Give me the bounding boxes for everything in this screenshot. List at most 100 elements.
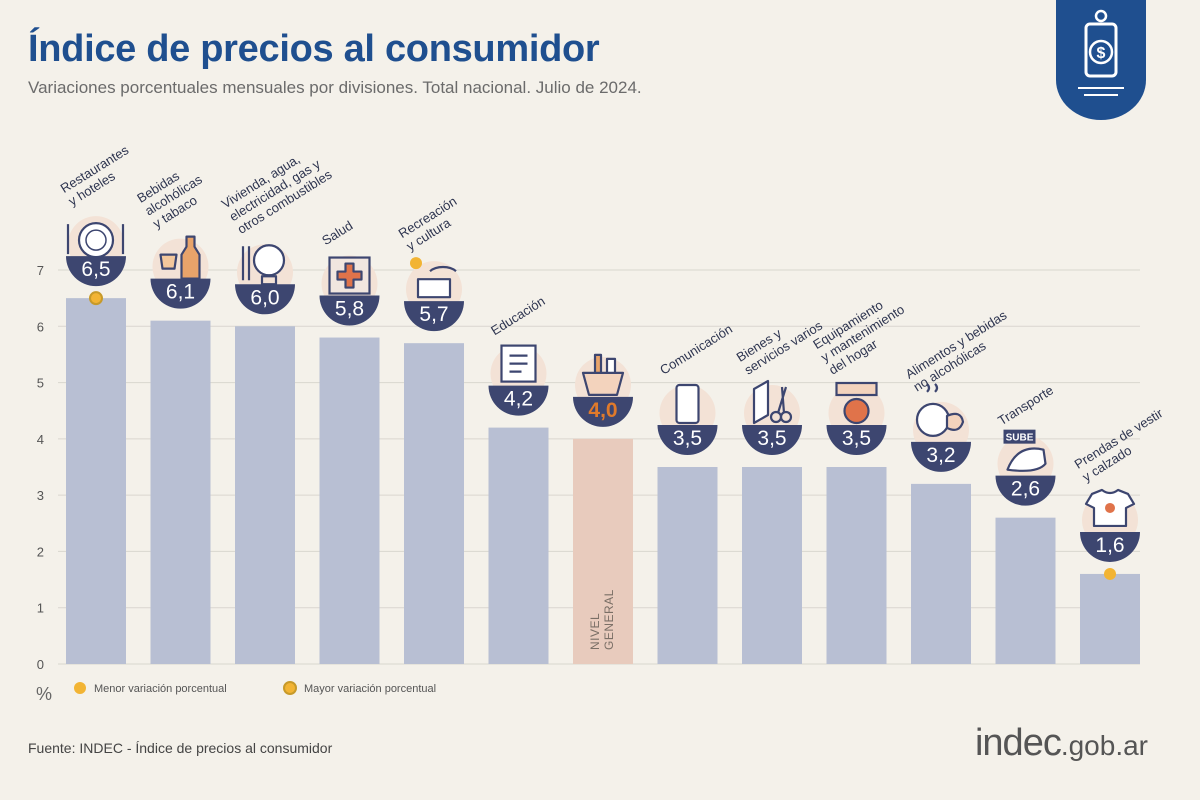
value-bubble: 5,7	[404, 257, 464, 332]
y-tick-label: 1	[37, 601, 44, 616]
min-marker	[1104, 567, 1116, 580]
bar	[911, 483, 971, 664]
ticket-icon	[410, 257, 457, 299]
category-label: Educación	[488, 293, 547, 338]
value-bubble: 4,2	[488, 344, 549, 416]
bar	[657, 467, 718, 664]
bar	[488, 427, 549, 664]
y-tick-label: 3	[37, 488, 44, 503]
value-label: 3,5	[842, 427, 871, 450]
bottle-glass-icon	[159, 235, 201, 280]
y-axis-label: %	[36, 684, 52, 704]
medical-cross-icon	[328, 256, 371, 295]
bar	[995, 517, 1056, 664]
value-label: 3,5	[757, 427, 786, 450]
category-label: Salud	[319, 218, 355, 248]
notebook-icon	[500, 344, 537, 383]
price-tag-badge-icon: $	[1056, 0, 1146, 120]
value-bubble: 6,1	[150, 235, 211, 309]
value-label: 4,2	[504, 388, 533, 411]
category-label-line: Comunicación	[657, 321, 735, 377]
value-label: 3,5	[673, 427, 702, 450]
logo-main: indec	[974, 722, 1062, 764]
legend-label: Mayor variación porcentual	[304, 683, 436, 695]
bubble-shape	[911, 441, 971, 472]
bubble-shape	[150, 278, 211, 309]
bar-nivel-general	[573, 438, 633, 664]
value-bubble: 6,5	[66, 216, 126, 287]
y-tick-label: 2	[37, 544, 44, 559]
value-bubble: 3,2	[911, 383, 971, 472]
bubble-shape	[404, 301, 464, 332]
legend-label: Menor variación porcentual	[94, 683, 227, 695]
value-label: 2,6	[1011, 478, 1040, 501]
chicken-food-icon	[915, 383, 965, 437]
y-tick-label: 7	[37, 263, 44, 278]
bubble-shape	[488, 385, 549, 416]
bubble-shape	[826, 425, 887, 455]
bubble-shape	[995, 475, 1056, 506]
lightbulb-icon	[241, 244, 286, 286]
value-label: 3,2	[926, 444, 955, 467]
bubble-shape	[66, 256, 126, 287]
category-label-line: Transporte	[995, 382, 1056, 428]
category-label-line: Salud	[319, 218, 355, 248]
category-label: Vivienda, agua,electricidad, gas yotros …	[219, 151, 335, 237]
bubble-shape	[235, 284, 295, 315]
category-label: Transporte	[995, 382, 1056, 428]
value-bubble: 3,5	[657, 383, 718, 455]
indec-logo: indec.gob.ar	[975, 722, 1148, 765]
value-label: 1,6	[1095, 534, 1124, 557]
bar	[66, 298, 126, 664]
shopping-bag-icon	[581, 353, 625, 396]
y-tick-label: 0	[37, 657, 44, 672]
bar	[1080, 573, 1140, 664]
svg-text:$: $	[1097, 45, 1106, 62]
oven-icon	[835, 381, 878, 425]
bubble-shape	[657, 425, 718, 455]
y-tick-label: 4	[37, 432, 44, 447]
bubble-shape	[742, 425, 802, 455]
y-tick-label: 6	[37, 319, 44, 334]
bar	[404, 343, 464, 664]
category-label: Comunicación	[657, 321, 735, 377]
plate-cutlery-icon	[66, 222, 125, 259]
bubble-shape	[1080, 531, 1140, 562]
category-label-line: GENERAL	[602, 589, 616, 650]
value-label: 5,7	[419, 303, 448, 326]
value-bubble: SUBE 2,6	[995, 429, 1056, 506]
value-bubble: 6,0	[235, 244, 295, 315]
value-bubble: 3,5	[742, 379, 802, 455]
value-bubble: 3,5	[826, 381, 887, 455]
page-title: Índice de precios al consumidor	[28, 28, 600, 70]
sube-card-icon: SUBE	[1003, 429, 1047, 472]
value-label: 4,0	[588, 399, 617, 422]
category-label-line: NIVEL	[588, 613, 602, 650]
bar	[235, 326, 295, 664]
logo-domain: .gob.ar	[1060, 730, 1148, 761]
comb-scissors-icon	[752, 379, 793, 425]
legend-max-marker	[283, 681, 297, 695]
y-tick-label: 5	[37, 376, 44, 391]
value-label: 6,1	[166, 281, 195, 304]
value-bubble: 1,6	[1080, 488, 1140, 562]
source-note: Fuente: INDEC - Índice de precios al con…	[28, 740, 333, 756]
value-bubble: 4,0	[573, 353, 633, 427]
value-bubble: 5,8	[319, 255, 380, 326]
category-label-line: Educación	[488, 293, 547, 338]
bar	[826, 467, 887, 664]
smartphone-icon	[675, 383, 700, 425]
bubble-shape	[319, 295, 380, 326]
tshirt-shoe-icon	[1084, 488, 1136, 528]
legend-min-marker	[74, 682, 86, 694]
value-label: 6,0	[250, 286, 279, 309]
page-subtitle: Variaciones porcentuales mensuales por d…	[28, 78, 642, 97]
value-label: 5,8	[335, 298, 364, 321]
